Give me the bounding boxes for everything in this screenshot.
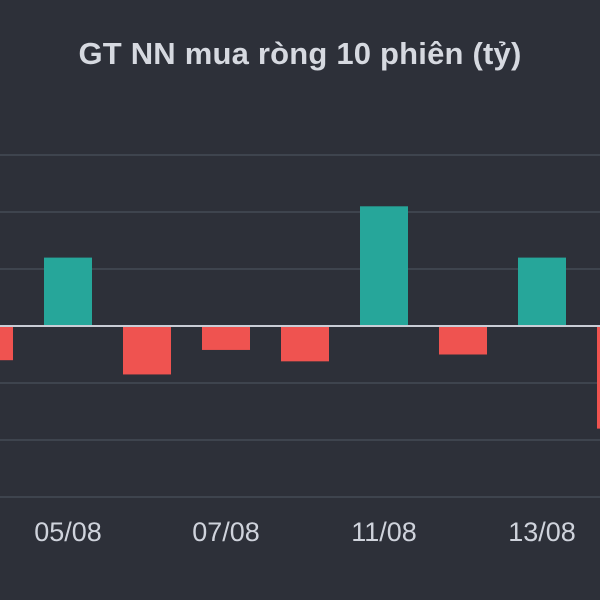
chart-title: GT NN mua ròng 10 phiên (tỷ) [78,36,522,71]
bar-06-08 [123,326,171,375]
bar-12-08 [439,326,487,355]
x-tick-label: 07/08 [192,517,260,547]
bar-14-08 [597,326,600,429]
bar-08-08 [281,326,329,362]
x-tick-label: 13/08 [508,517,576,547]
gridlines [0,154,600,498]
bar-07-08 [202,326,250,350]
x-tick-label: 05/08 [34,517,102,547]
bar-13-08 [518,257,566,326]
bar-11-08 [360,206,408,326]
x-axis-tick-labels: 05/08 07/08 11/08 13/08 [34,517,576,547]
bar-04-08 [0,326,13,361]
bar-05-08 [44,257,92,326]
bars [0,206,600,429]
x-tick-label: 11/08 [351,517,417,547]
